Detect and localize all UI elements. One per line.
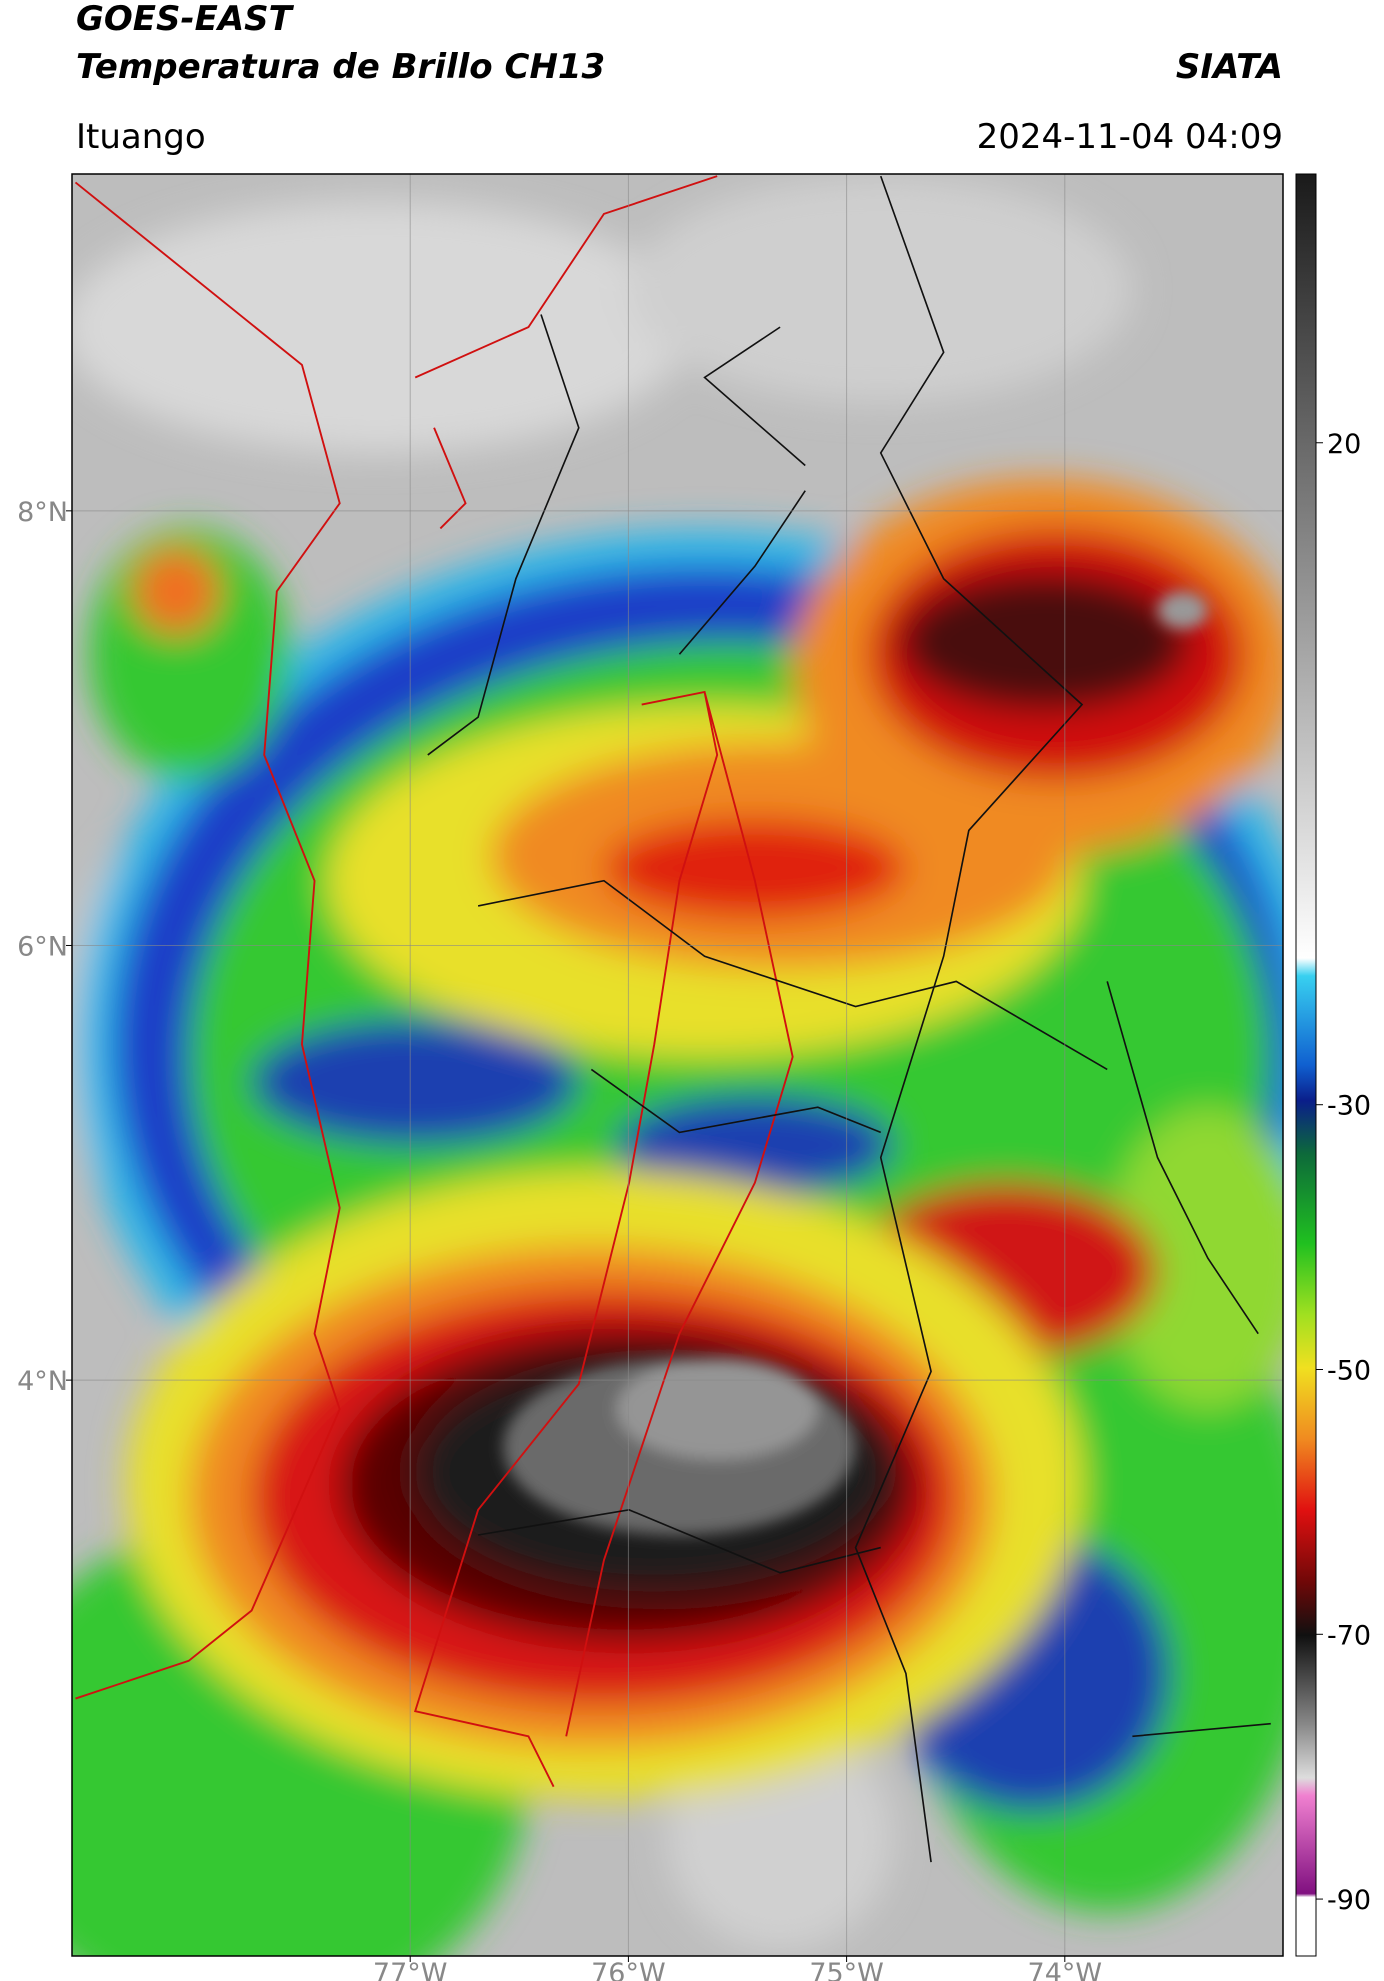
y-tick-label: 4°N [17,1366,68,1397]
subtitle: Temperatura de Brillo CH13 [76,47,605,87]
y-tick-label: 8°N [17,497,68,528]
colorbar-tick-label: -30 [1327,1091,1371,1122]
x-tick-label: 76°W [591,1958,666,1981]
datetime: 2024-11-04 04:09 [977,117,1283,157]
y-tick-label: 6°N [17,931,68,962]
title: GOES-EAST [76,0,295,39]
colorbar-tick-label: 20 [1327,429,1361,460]
colorbar [1295,173,1317,1957]
location: Ituango [76,117,206,157]
colorbar-tick-label: -90 [1327,1885,1371,1916]
x-tick-label: 75°W [809,1958,884,1981]
x-tick-label: 74°W [1028,1958,1103,1981]
colorbar-tick-label: -70 [1327,1620,1371,1651]
grid [72,174,1283,1956]
source: SIATA [1176,47,1283,87]
x-tick-label: 77°W [373,1958,448,1981]
map-frame [71,173,1284,1957]
colorbar-tick-label: -50 [1327,1356,1371,1387]
satellite-image [72,174,1283,1956]
